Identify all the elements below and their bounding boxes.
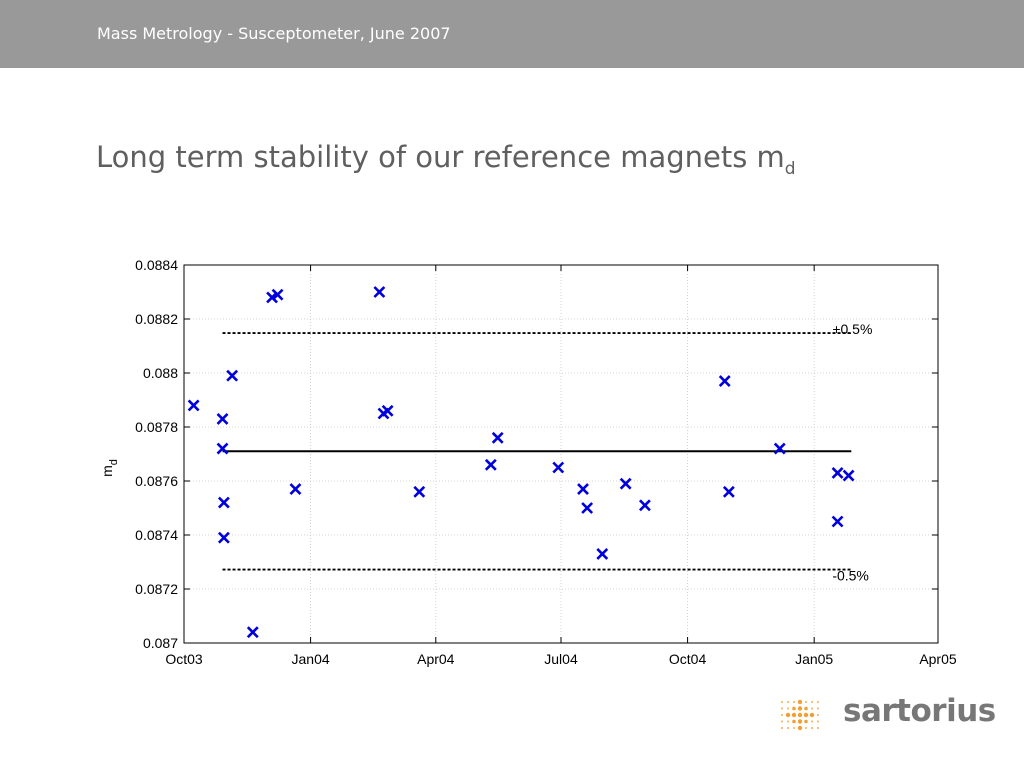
data-point [722, 485, 735, 498]
x-tick-label: Oct03 [165, 651, 203, 667]
y-axis-label: md [99, 459, 120, 477]
y-tick-label: 0.0874 [135, 527, 178, 543]
y-tick-label: 0.088 [143, 365, 178, 381]
data-point [773, 442, 786, 455]
x-tick-label: Apr05 [919, 651, 957, 667]
logo-text: sartorius [843, 693, 996, 729]
y-tick-label: 0.0878 [135, 419, 178, 435]
y-tick-label: 0.0876 [135, 473, 178, 489]
data-point [619, 477, 632, 490]
data-point [552, 461, 565, 474]
data-point [217, 496, 230, 509]
x-tick-label: Jul04 [544, 651, 578, 667]
data-point [581, 502, 594, 514]
slide-title-subscript: d [784, 158, 796, 179]
y-tick-label: 0.0872 [135, 581, 178, 597]
data-point [596, 547, 609, 560]
x-tick-label: Jan05 [795, 651, 833, 667]
data-point [831, 466, 844, 479]
data-point [484, 458, 497, 471]
x-tick-label: Oct04 [669, 651, 707, 667]
slide-title-main: Long term stability of our reference mag… [96, 140, 785, 174]
y-tick-label: 0.0882 [135, 311, 178, 327]
reference-line-label: -0.5% [832, 568, 869, 584]
data-point [216, 442, 229, 455]
x-tick-label: Jan04 [292, 651, 330, 667]
sartorius-logo [780, 699, 820, 731]
data-point [413, 485, 426, 498]
header-bar [0, 0, 1024, 68]
data-point [217, 531, 230, 544]
y-tick-label: 0.087 [143, 635, 178, 651]
header-title: Mass Metrology - Susceptometer, June 200… [97, 24, 451, 43]
data-point [381, 404, 394, 417]
dot-grid-icon [780, 699, 820, 731]
x-tick-label: Apr04 [417, 651, 455, 667]
data-point [289, 483, 302, 496]
data-point [639, 499, 651, 512]
data-point [831, 515, 844, 528]
data-point [187, 399, 200, 412]
data-point [718, 375, 731, 388]
data-point [373, 286, 386, 298]
y-tick-label: 0.0884 [135, 257, 178, 273]
reference-line-label: +0.5% [832, 321, 872, 337]
data-point [842, 469, 855, 482]
data-point [216, 412, 229, 425]
data-point [226, 369, 239, 382]
data-point [577, 483, 589, 496]
data-point [491, 431, 504, 444]
slide-title: Long term stability of our reference mag… [96, 140, 796, 179]
data-point [246, 626, 259, 639]
data-point [271, 288, 284, 301]
